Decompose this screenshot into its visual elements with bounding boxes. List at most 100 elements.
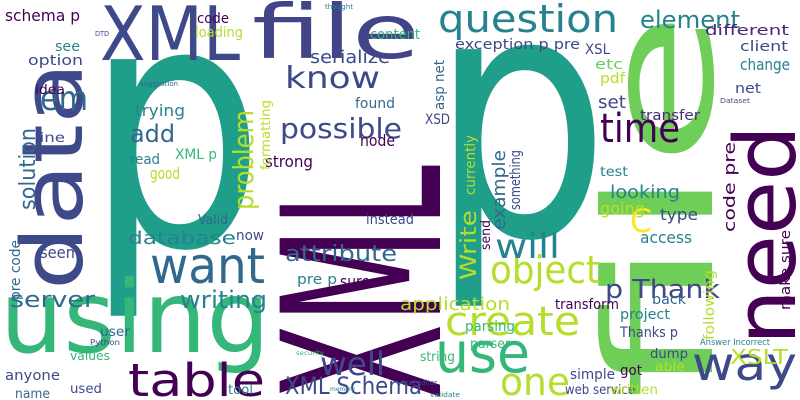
word: name	[15, 387, 50, 400]
word: set	[598, 92, 626, 113]
word: type	[660, 205, 698, 224]
word: Thanks p	[619, 325, 678, 341]
word: parser	[470, 337, 511, 352]
word: dump	[650, 347, 688, 362]
word: user	[100, 325, 131, 340]
word: currently	[463, 135, 479, 195]
word: transform	[555, 297, 619, 313]
word: attribute	[285, 242, 397, 267]
word: test	[600, 165, 628, 180]
word: change	[740, 55, 790, 74]
word: string	[420, 350, 455, 365]
word: problem	[227, 110, 260, 210]
word: memory	[330, 386, 355, 393]
word: exception p pre	[455, 37, 580, 53]
word: table	[128, 354, 265, 400]
word: Dataset	[720, 97, 750, 105]
word: now	[236, 228, 264, 244]
word: text editor	[402, 379, 437, 387]
word: Python	[90, 338, 120, 347]
word: application	[400, 294, 510, 315]
word: time	[600, 106, 680, 152]
word: using	[0, 259, 270, 376]
word: Valid	[198, 213, 228, 228]
word: code pre	[720, 142, 739, 232]
word: suggestion	[140, 80, 178, 88]
word: will	[495, 227, 560, 267]
word: want	[150, 237, 265, 295]
word: tool	[228, 383, 253, 398]
word: use	[435, 321, 530, 386]
word: strong	[265, 152, 313, 171]
word: XSD	[425, 112, 450, 128]
word: pre p	[297, 272, 337, 288]
word: able	[655, 360, 685, 375]
word: going	[600, 199, 645, 218]
word: example	[489, 150, 510, 230]
word: looking	[610, 182, 680, 203]
word: create	[445, 299, 580, 345]
word: option	[28, 53, 83, 69]
word: following	[702, 270, 718, 340]
word: need	[717, 125, 800, 345]
word: XML	[100, 0, 240, 78]
word: serialize	[310, 47, 390, 68]
word: client	[740, 39, 789, 55]
word: database	[128, 228, 236, 249]
word: Answer Incorrect	[700, 338, 770, 348]
word: pre code	[8, 240, 24, 300]
word: one	[500, 360, 570, 400]
word: file	[252, 0, 420, 76]
word: see	[55, 39, 80, 55]
word: formatting	[259, 100, 274, 170]
word: way	[692, 337, 797, 391]
word: asp net	[432, 60, 448, 110]
word: XML Schema	[285, 372, 422, 400]
word: em	[40, 79, 88, 119]
word: simple	[570, 367, 615, 383]
word: instead	[366, 212, 414, 228]
word: send	[479, 220, 494, 250]
word: loading	[195, 25, 243, 41]
word: possible	[280, 112, 402, 145]
word: writing	[180, 286, 267, 314]
word: well	[320, 345, 385, 383]
word: values	[70, 349, 110, 363]
word: written	[610, 383, 658, 398]
word: sure	[340, 272, 370, 291]
word: XSL	[585, 42, 610, 58]
word: solution	[16, 128, 41, 210]
word: XSLT	[730, 345, 789, 369]
word: data	[4, 62, 103, 290]
word: something	[508, 150, 524, 210]
word: etc	[595, 57, 623, 73]
word: back	[652, 292, 687, 308]
word: trying	[135, 101, 185, 120]
word: security	[296, 350, 325, 357]
word: make sure	[778, 230, 794, 310]
word: schema p	[5, 6, 80, 25]
word: know	[285, 61, 380, 96]
word: code	[197, 11, 229, 27]
word: file	[574, 10, 748, 400]
word: thought	[325, 3, 353, 11]
word: p Thank	[605, 275, 720, 305]
word: element	[640, 6, 740, 34]
word: transfer	[640, 108, 700, 124]
word: Write	[457, 210, 482, 280]
word: pdf	[600, 71, 626, 87]
word: add	[130, 120, 175, 148]
word: read	[130, 152, 160, 168]
word: access	[640, 228, 692, 247]
word: net	[735, 81, 762, 97]
word: parsing	[465, 319, 515, 335]
word: project	[620, 307, 671, 323]
word: line	[35, 131, 65, 146]
word: XML p	[175, 147, 217, 163]
word: good	[150, 164, 180, 183]
word: different	[705, 23, 790, 39]
word: node	[360, 131, 395, 150]
word: anyone	[5, 368, 60, 384]
